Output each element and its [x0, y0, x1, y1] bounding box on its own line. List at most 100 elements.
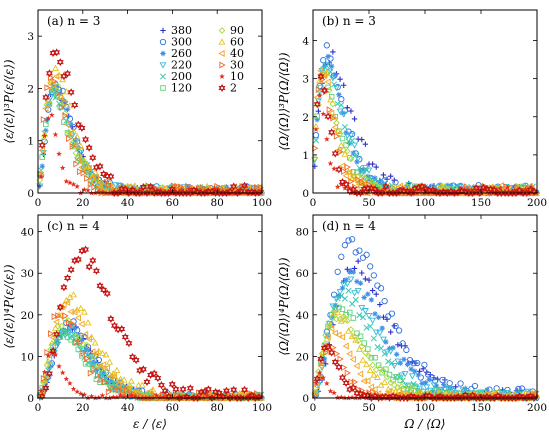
- data-point: [369, 287, 376, 294]
- data-point: [241, 181, 249, 190]
- data-point: [38, 388, 44, 394]
- data-point: [331, 123, 338, 131]
- data-point: [194, 393, 202, 403]
- data-point: [131, 182, 139, 189]
- x-tick-label: 150: [471, 402, 491, 414]
- data-point: [377, 345, 385, 352]
- data-point: [315, 101, 322, 109]
- data-point: [78, 123, 86, 132]
- data-point: [90, 178, 98, 185]
- panel-label: (b) n = 3: [322, 14, 376, 28]
- data-point: [109, 185, 116, 193]
- data-point: [125, 339, 133, 348]
- data-point: [371, 185, 379, 194]
- x-tick-label: 100: [415, 197, 435, 209]
- data-point: [88, 173, 96, 181]
- data-point: [79, 340, 87, 348]
- x-tick-label: 20: [76, 197, 89, 209]
- data-point: [365, 291, 371, 297]
- data-point: [92, 173, 100, 181]
- data-point: [380, 367, 387, 375]
- data-point: [334, 394, 341, 401]
- data-point: [387, 379, 395, 386]
- legend-marker: [159, 62, 167, 69]
- legend-marker: [160, 50, 166, 57]
- data-point: [44, 84, 51, 92]
- data-point: [390, 381, 398, 389]
- data-point: [523, 189, 531, 197]
- data-point: [320, 86, 328, 95]
- x-tick-label: 0: [35, 197, 42, 209]
- data-point: [67, 265, 75, 274]
- data-point: [53, 330, 61, 339]
- legend-entry: 10: [219, 70, 244, 83]
- legend-entry: 260: [160, 47, 192, 60]
- data-point: [67, 179, 73, 186]
- x-tick-label: 40: [121, 402, 134, 414]
- data-point: [313, 374, 321, 383]
- data-point: [129, 352, 137, 361]
- data-point: [42, 104, 49, 112]
- x-tick-label: 40: [121, 197, 134, 209]
- data-point: [56, 150, 62, 157]
- data-point: [44, 97, 52, 104]
- data-point: [369, 317, 377, 324]
- data-point: [448, 385, 454, 391]
- data-point: [331, 305, 338, 312]
- data-point: [77, 304, 85, 312]
- data-point: [397, 377, 404, 384]
- data-point: [71, 100, 79, 109]
- data-point: [91, 183, 98, 191]
- data-point: [99, 392, 106, 398]
- data-point: [341, 315, 349, 323]
- data-point: [83, 349, 91, 356]
- data-point: [211, 185, 218, 192]
- series-380: [37, 84, 263, 196]
- data-point: [511, 187, 518, 193]
- data-point: [358, 343, 366, 350]
- data-point: [335, 363, 343, 372]
- data-point: [385, 313, 392, 320]
- data-point: [85, 335, 92, 343]
- data-point: [398, 383, 405, 390]
- data-point: [328, 325, 335, 332]
- data-point: [349, 137, 356, 144]
- data-point: [444, 182, 450, 189]
- data-point: [342, 379, 350, 388]
- data-point: [90, 353, 98, 361]
- x-tick-label: 0: [310, 402, 317, 414]
- data-point: [343, 317, 351, 325]
- data-point: [47, 94, 55, 101]
- data-point: [62, 312, 69, 320]
- data-point: [385, 387, 393, 395]
- data-point: [362, 141, 369, 147]
- data-point: [347, 155, 355, 163]
- x-tick-label: 0: [35, 402, 42, 414]
- data-point: [204, 392, 211, 398]
- data-point: [73, 338, 80, 346]
- data-point: [80, 308, 88, 315]
- data-point: [372, 311, 378, 317]
- data-point: [461, 391, 469, 400]
- data-point: [357, 280, 364, 286]
- data-point: [329, 75, 337, 82]
- data-point: [61, 110, 69, 117]
- data-point: [64, 69, 71, 78]
- data-point: [107, 172, 115, 181]
- data-point: [49, 112, 55, 118]
- data-point: [355, 258, 361, 264]
- data-point: [82, 245, 90, 254]
- data-point: [106, 358, 114, 365]
- data-point: [49, 334, 56, 341]
- y-tick-label: 0: [302, 393, 309, 405]
- x-tick-label: 100: [415, 402, 435, 414]
- legend-marker: [218, 38, 226, 45]
- data-point: [110, 372, 118, 380]
- data-point: [338, 96, 345, 103]
- y-tick-label: 2: [302, 112, 309, 124]
- data-point: [102, 351, 110, 358]
- data-point: [147, 182, 155, 191]
- data-point: [81, 391, 88, 398]
- data-point: [453, 384, 459, 390]
- data-point: [69, 143, 76, 150]
